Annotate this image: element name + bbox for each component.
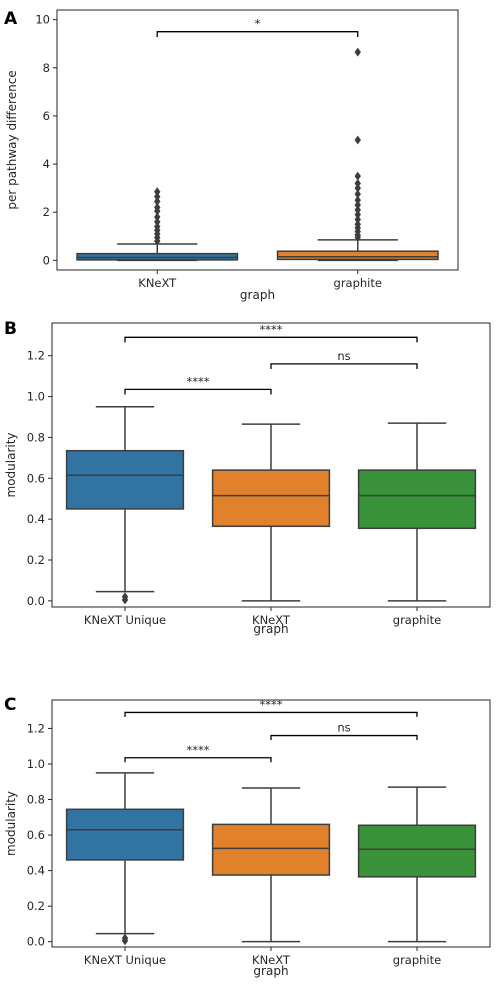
outlier-marker	[354, 47, 361, 57]
outlier-marker	[354, 178, 361, 188]
panel-a: A * 0 2 4 6 8 10 KNeXT graphite graph per pathway d…	[4, 9, 459, 302]
x-tick-label: KNeXT	[252, 613, 291, 627]
outlier-marker	[154, 236, 161, 246]
y-tick-label: 0	[43, 253, 50, 267]
y-tick-label: 2	[43, 205, 50, 219]
y-tick-label: 0.2	[27, 899, 45, 913]
panel-letter: C	[4, 695, 16, 715]
panel-c: C **** ns **** 0.0 0.2 0.4 0.6 0.8 1.0 1.2 KNeXT Un…	[4, 695, 491, 978]
y-tick-label: 0.4	[27, 512, 45, 526]
y-tick-label: 0.8	[27, 793, 45, 807]
box-knext-unique	[65, 406, 185, 605]
y-tick-label: 0.4	[27, 864, 45, 878]
outlier-marker	[121, 936, 129, 946]
significance-label: ns	[337, 349, 350, 363]
outlier-marker	[121, 595, 129, 605]
significance-bracket: ns	[270, 349, 418, 369]
box-graphite	[357, 786, 477, 943]
iqr-box	[65, 449, 185, 510]
box-knext	[76, 187, 239, 262]
box-knext	[211, 787, 331, 943]
outlier-marker	[154, 187, 161, 197]
iqr-box	[211, 469, 331, 528]
y-tick-label: 0.8	[27, 430, 45, 444]
significance-bracket: ****	[124, 697, 418, 717]
outlier-marker	[354, 233, 361, 242]
outlier-marker	[354, 171, 361, 181]
x-tick-label: KNeXT Unique	[84, 613, 166, 627]
significance-label: ns	[337, 721, 350, 735]
y-tick-label: 0.0	[27, 594, 45, 608]
box-knext	[211, 423, 331, 602]
y-tick-label: 1.0	[27, 757, 45, 771]
outlier-marker	[354, 195, 361, 205]
bracket-line	[124, 336, 418, 343]
bracket-line	[270, 363, 418, 369]
iqr-box	[211, 823, 331, 876]
outlier-marker	[354, 205, 361, 215]
y-tick-label: 1.0	[27, 390, 45, 404]
outlier-marker	[354, 200, 361, 210]
y-tick-label: 1.2	[27, 721, 45, 735]
outlier-marker	[354, 214, 361, 224]
iqr-box	[357, 469, 477, 530]
bracket-line	[124, 711, 418, 717]
iqr-box	[65, 808, 185, 861]
x-axis-label: graph	[253, 964, 288, 978]
y-axis-label: modularity	[4, 432, 18, 497]
significance-label: ****	[260, 322, 283, 336]
bracket-line	[156, 31, 359, 37]
plot-frame	[56, 9, 459, 271]
bracket-line	[270, 734, 418, 740]
iqr-box	[276, 250, 439, 261]
iqr-box	[357, 824, 477, 878]
panel-letter: B	[4, 319, 17, 339]
outlier-marker	[154, 192, 161, 202]
x-tick-label: KNeXT	[252, 953, 291, 967]
y-tick-label: 4	[43, 157, 50, 171]
box-graphite	[276, 47, 439, 262]
y-axis-label: per pathway difference	[5, 70, 19, 209]
x-tick-label: KNeXT	[138, 276, 177, 290]
significance-label: ****	[187, 743, 210, 757]
y-tick-label: 1.2	[27, 349, 45, 363]
y-tick-label: 0.6	[27, 828, 45, 842]
x-tick-label: KNeXT Unique	[84, 953, 166, 967]
x-tick-label: graphite	[393, 953, 441, 967]
significance-bracket: *	[156, 17, 359, 37]
y-tick-label: 6	[43, 109, 50, 123]
outlier-marker	[154, 217, 161, 227]
panel-b: B **** ns **** 0.0 0.2 0.4 0.6 0.8 1.0 1.2 KNeXT Un…	[4, 319, 491, 636]
bracket-line	[124, 388, 272, 395]
significance-label: *	[255, 17, 261, 31]
significance-bracket: ns	[270, 721, 418, 740]
y-tick-label: 0.2	[27, 553, 45, 567]
outlier-marker	[354, 135, 361, 145]
outlier-marker	[154, 206, 161, 216]
bracket-line	[124, 757, 272, 763]
y-tick-label: 8	[43, 61, 50, 75]
box-graphite	[357, 422, 477, 602]
significance-bracket: ****	[124, 374, 272, 395]
y-tick-label: 0.6	[27, 471, 45, 485]
outlier-marker	[154, 196, 161, 206]
significance-bracket: ****	[124, 322, 418, 343]
x-axis-label: graph	[253, 622, 288, 636]
significance-label: ****	[187, 374, 210, 388]
x-axis-label: graph	[240, 288, 275, 302]
outlier-marker	[154, 212, 161, 222]
y-axis-label: modularity	[4, 791, 18, 856]
y-tick-label: 10	[35, 13, 50, 27]
outlier-marker	[354, 189, 361, 199]
x-tick-label: graphite	[334, 276, 382, 290]
panel-letter: A	[4, 9, 18, 29]
x-tick-label: graphite	[393, 613, 441, 627]
significance-bracket: ****	[124, 743, 272, 763]
outlier-marker	[354, 183, 361, 193]
y-tick-label: 0.0	[27, 935, 45, 949]
outlier-marker	[354, 210, 361, 220]
significance-label: ****	[260, 697, 283, 711]
box-knext-unique	[65, 772, 185, 946]
